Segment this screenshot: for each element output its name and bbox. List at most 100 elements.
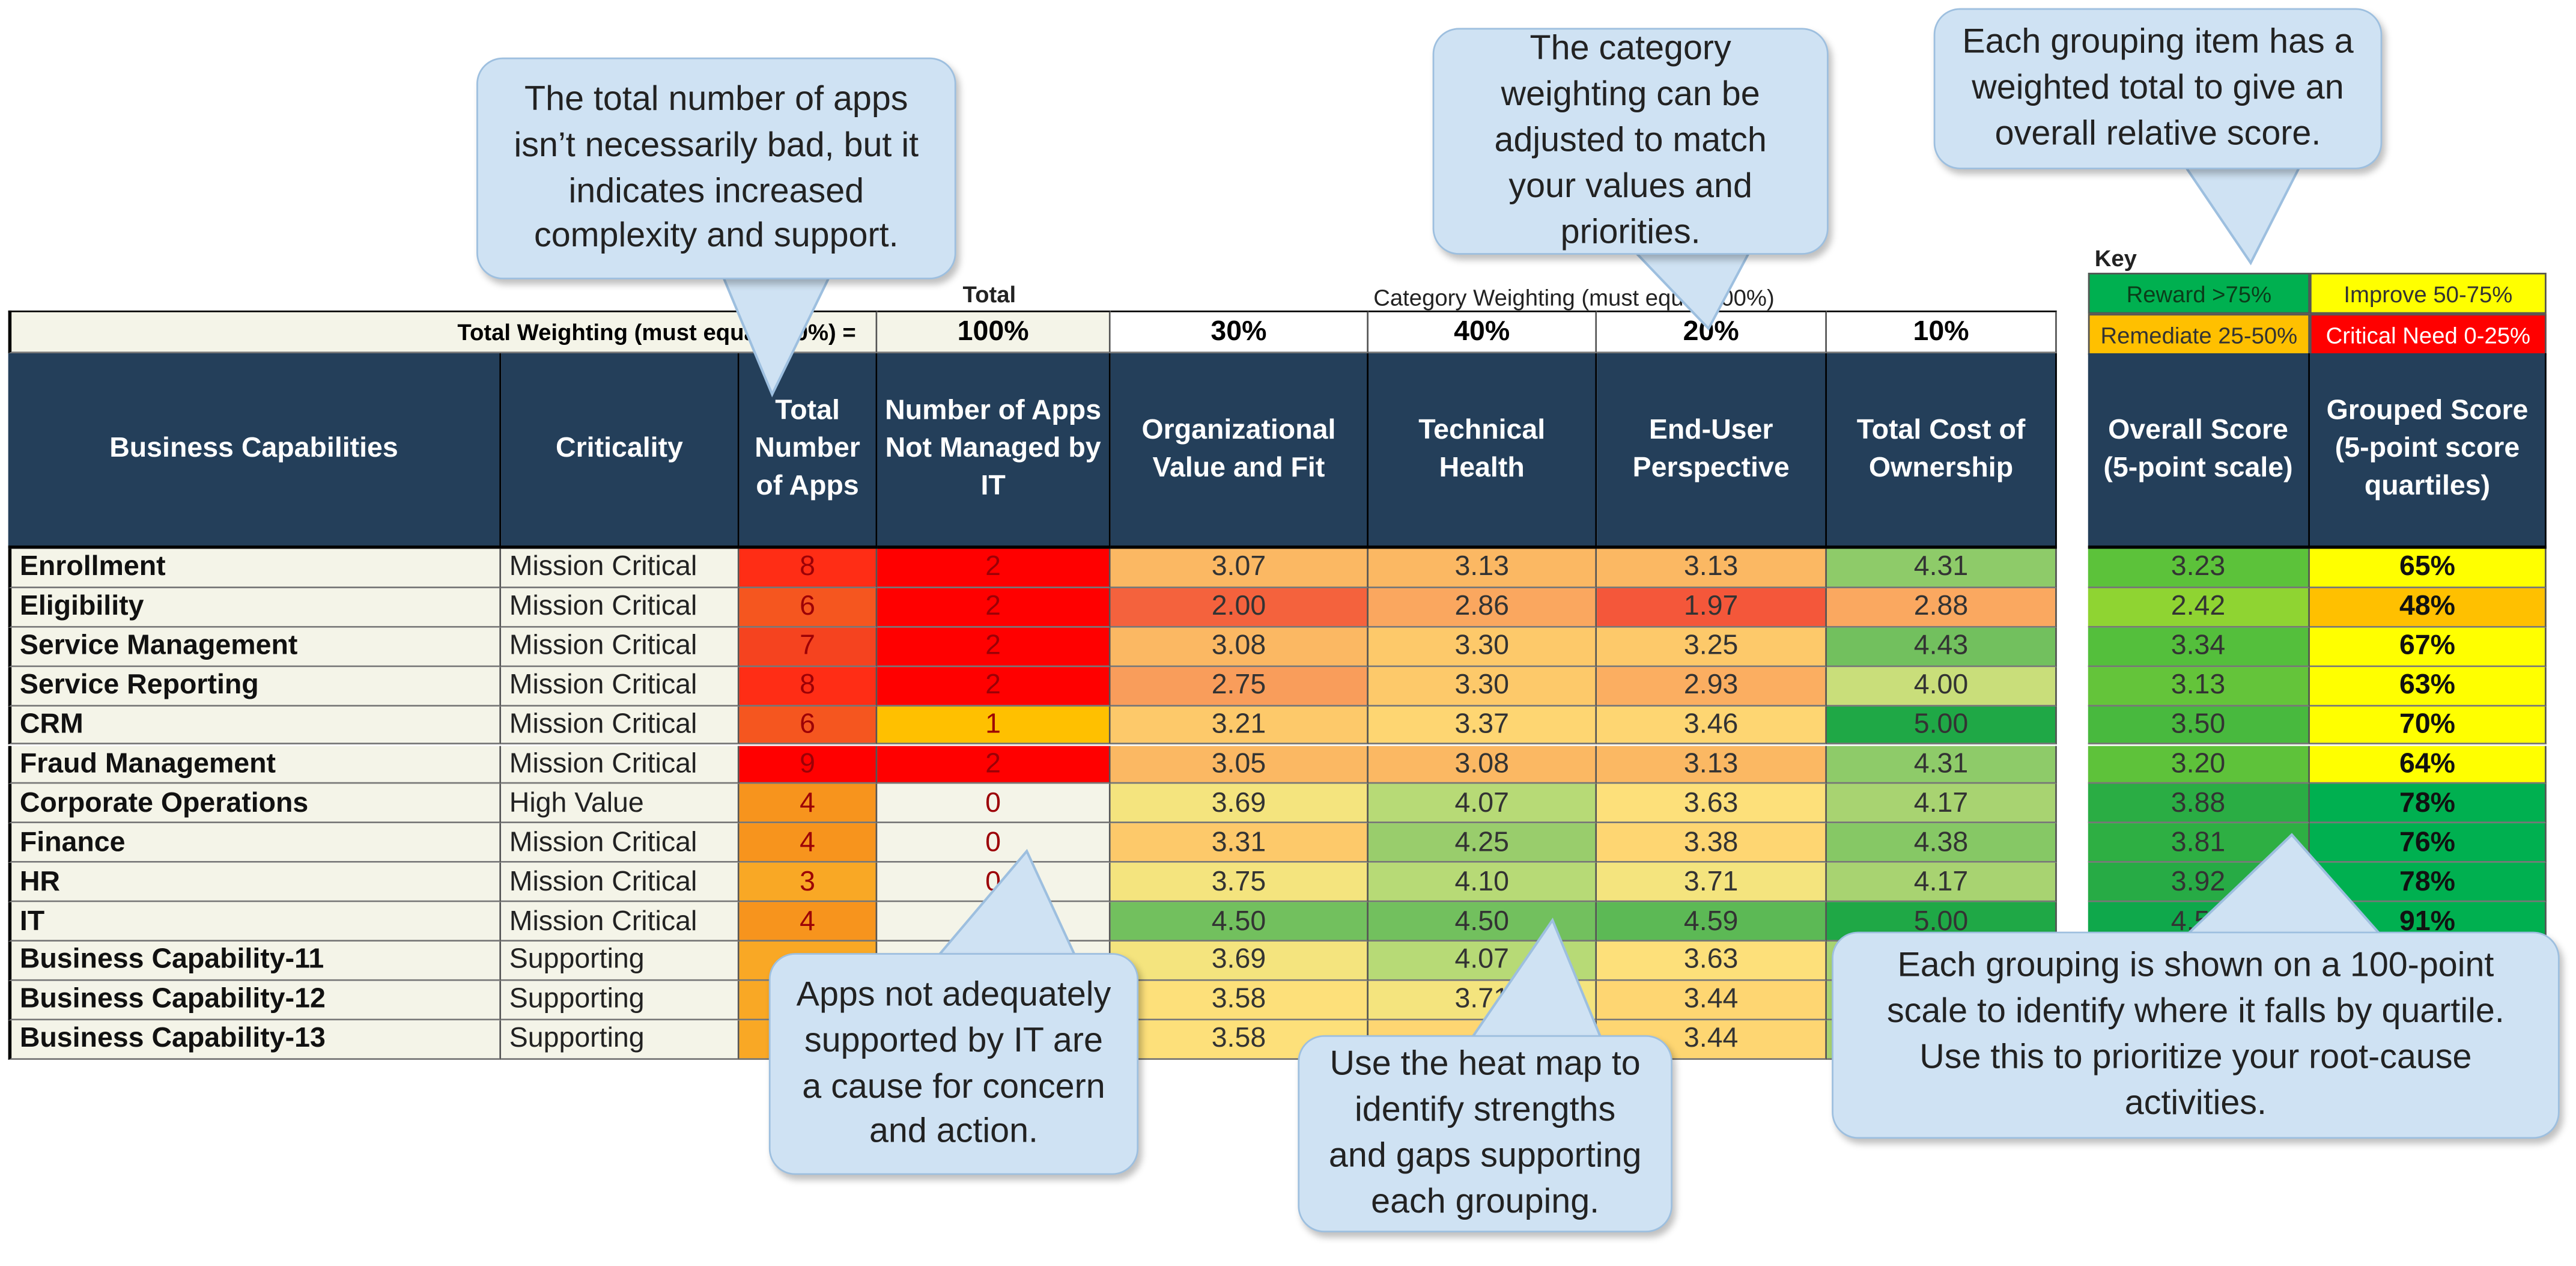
callout: The category weighting can be adjusted t… <box>1432 28 1829 255</box>
table-cell: 65% <box>2309 549 2547 588</box>
table-cell: 3.50 <box>2088 705 2310 746</box>
criticality: High Value <box>501 784 740 824</box>
table-cell: 3.13 <box>1597 745 1827 785</box>
table-cell: 3.69 <box>1110 784 1368 824</box>
table-cell: 4.31 <box>1826 549 2057 588</box>
table-cell: 3.63 <box>1597 784 1827 824</box>
table-cell: 4.17 <box>1826 784 2057 824</box>
table-cell: 3.13 <box>1368 549 1597 588</box>
table-cell: 2.86 <box>1368 588 1597 628</box>
key-item: Improve 50-75% <box>2309 272 2547 314</box>
table-cell: 3.44 <box>1597 981 1827 1020</box>
capability-name: Business Capability-11 <box>8 941 502 981</box>
pointer <box>2183 165 2302 266</box>
table-cell: 78% <box>2309 863 2547 902</box>
criticality: Mission Critical <box>501 549 740 588</box>
table-cell: 8 <box>739 666 878 706</box>
criticality: Mission Critical <box>501 823 740 863</box>
table-cell: 8 <box>739 549 878 588</box>
table-cell: 3.31 <box>1110 823 1368 863</box>
table-cell: 3.69 <box>1110 941 1368 981</box>
table-cell: 3.07 <box>1110 549 1368 588</box>
table-cell: 2.93 <box>1597 666 1827 706</box>
table-cell: 48% <box>2309 588 2547 628</box>
table-cell: 2 <box>877 745 1111 785</box>
table-cell: 3.63 <box>1597 941 1827 981</box>
table-cell: 3.20 <box>2088 745 2310 785</box>
table-cell: 4.17 <box>1826 863 2057 902</box>
criticality: Mission Critical <box>501 588 740 628</box>
capability-name: Eligibility <box>8 588 502 628</box>
table-cell: 2 <box>877 666 1111 706</box>
column-header: Grouped Score (5-point score quartiles) <box>2309 353 2547 549</box>
table-cell: 2 <box>877 588 1111 628</box>
table-cell: 4.31 <box>1826 745 2057 785</box>
callout: The total number of apps isn’t necessari… <box>476 57 956 279</box>
column-header: Business Capabilities <box>8 353 502 549</box>
key-item: Remediate 25-50% <box>2088 314 2310 355</box>
table-cell: 4.07 <box>1368 784 1597 824</box>
table-cell: 1.97 <box>1597 588 1827 628</box>
pointer <box>2182 833 2385 938</box>
criticality: Mission Critical <box>501 863 740 902</box>
table-cell: 4 <box>739 784 878 824</box>
table-cell: 3.13 <box>2088 666 2310 706</box>
criticality: Mission Critical <box>501 745 740 785</box>
column-header: Number of Apps Not Managed by IT <box>877 353 1111 549</box>
total-weight: 100% <box>877 310 1111 353</box>
capability-name: Business Capability-13 <box>8 1020 502 1060</box>
table-cell: 70% <box>2309 705 2547 746</box>
table-cell: 3.37 <box>1368 705 1597 746</box>
table-cell: 3.13 <box>1597 549 1827 588</box>
key-title: Key <box>2094 245 2137 272</box>
column-header: Total Cost of Ownership <box>1826 353 2057 549</box>
category-weight: 30% <box>1110 310 1368 353</box>
table-cell: 3.46 <box>1597 705 1827 746</box>
pointer <box>1632 250 1752 331</box>
table-cell: 3 <box>739 863 878 902</box>
table-cell: 4.50 <box>1110 902 1368 942</box>
callout: Each grouping item has a weighted total … <box>1933 8 2383 169</box>
table-cell: 3.08 <box>1368 745 1597 785</box>
total-label: Total <box>962 281 1016 308</box>
table-cell: 5.00 <box>1826 705 2057 746</box>
column-header: Total Number of Apps <box>739 353 878 549</box>
criticality: Mission Critical <box>501 666 740 706</box>
table-cell: 3.23 <box>2088 549 2310 588</box>
table-cell: 7 <box>739 627 878 667</box>
table-cell: 3.05 <box>1110 745 1368 785</box>
criticality: Mission Critical <box>501 705 740 746</box>
pointer <box>934 848 1078 960</box>
table-cell: 3.30 <box>1368 627 1597 667</box>
table-cell: 0 <box>877 784 1111 824</box>
table-cell: 2 <box>877 627 1111 667</box>
table-cell: 2.00 <box>1110 588 1368 628</box>
criticality: Supporting <box>501 1020 740 1060</box>
callout: Each grouping is shown on a 100-point sc… <box>1832 931 2560 1139</box>
category-weight: 40% <box>1368 310 1597 353</box>
table-cell: 78% <box>2309 784 2547 824</box>
capability-name: HR <box>8 863 502 902</box>
callout: Use the heat map to identify strengths a… <box>1298 1035 1672 1233</box>
table-cell: 63% <box>2309 666 2547 706</box>
key-item: Reward >75% <box>2088 272 2310 314</box>
callout: Apps not adequately supported by IT are … <box>768 953 1139 1175</box>
table-cell: 2.75 <box>1110 666 1368 706</box>
table-cell: 4.10 <box>1368 863 1597 902</box>
table-cell: 3.08 <box>1110 627 1368 667</box>
table-cell: 3.71 <box>1597 863 1827 902</box>
category-weight: 10% <box>1826 310 2057 353</box>
capability-name: Corporate Operations <box>8 784 502 824</box>
capability-name: Service Management <box>8 627 502 667</box>
table-cell: 3.38 <box>1597 823 1827 863</box>
table-cell: 2 <box>877 549 1111 588</box>
table-cell: 64% <box>2309 745 2547 785</box>
table-cell: 2.88 <box>1826 588 2057 628</box>
pointer <box>1468 918 1604 1042</box>
table-cell: 4.59 <box>1597 902 1827 942</box>
capability-name: Fraud Management <box>8 745 502 785</box>
table-cell: 4 <box>739 902 878 942</box>
